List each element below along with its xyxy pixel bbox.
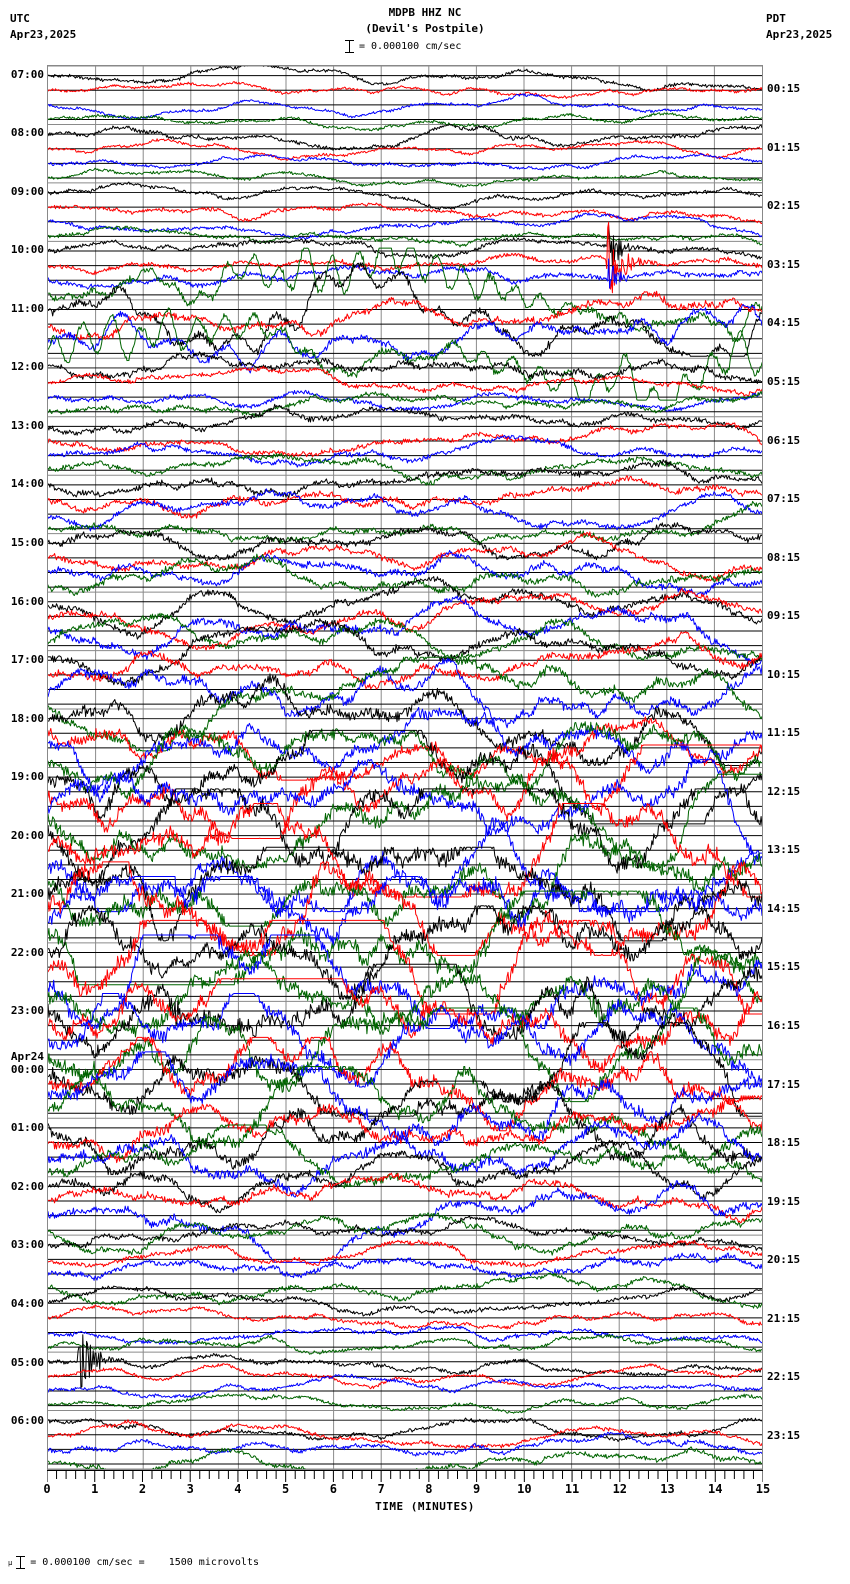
left-time-label: 07:00 xyxy=(10,67,44,81)
amplitude-scale-bar: = 0.000100 cm/sec xyxy=(345,38,461,54)
right-timezone-label: PDT xyxy=(766,12,786,25)
scale-bar-icon xyxy=(345,39,354,53)
right-time-label: 06:15 xyxy=(767,433,801,447)
right-time-axis: 00:15 01:15 02:15 03:15 04:15 05:15 06:15 07:15… xyxy=(767,0,850,1584)
right-time-label: 16:15 xyxy=(767,1018,801,1032)
left-time-label: 10:00 xyxy=(10,243,44,257)
footer-scale-label: = 0.000100 cm/sec = 1500 microvolts xyxy=(30,1557,259,1568)
left-time-label: 09:00 xyxy=(10,184,44,198)
right-time-label: 11:15 xyxy=(767,726,801,740)
right-time-label: 00:15 xyxy=(767,82,801,96)
right-time-label: 22:15 xyxy=(767,1370,801,1384)
x-tick-label: 15 xyxy=(755,1482,771,1496)
x-tick-label: 7 xyxy=(377,1482,385,1496)
seismogram-plot[interactable] xyxy=(47,65,763,1470)
right-time-label: 21:15 xyxy=(767,1311,801,1325)
right-time-label: 15:15 xyxy=(767,960,801,974)
left-time-label: 13:00 xyxy=(10,418,44,432)
left-time-label: 12:00 xyxy=(10,360,44,374)
scale-bar-label: = 0.000100 cm/sec xyxy=(359,40,462,52)
right-time-label: 03:15 xyxy=(767,257,801,271)
right-time-label: 19:15 xyxy=(767,1194,801,1208)
micro-symbol: µ xyxy=(8,1558,13,1567)
station-title: MDPB HHZ NC xyxy=(388,6,462,19)
right-time-label: 01:15 xyxy=(767,140,801,154)
left-time-label: 21:00 xyxy=(10,887,44,901)
right-time-label: 17:15 xyxy=(767,1077,801,1091)
station-subtitle: (Devil's Postpile) xyxy=(365,22,485,35)
left-time-label: 03:00 xyxy=(10,1238,44,1252)
left-time-label: 11:00 xyxy=(10,301,44,315)
left-date-change-label: Apr24 xyxy=(10,1049,44,1063)
x-tick-label: 11 xyxy=(564,1482,580,1496)
right-date-label: Apr23,2025 xyxy=(766,28,833,41)
right-time-label: 13:15 xyxy=(767,843,801,857)
x-tick-label: 14 xyxy=(708,1482,723,1496)
right-time-label: 04:15 xyxy=(767,316,801,330)
left-time-label: 00:00 xyxy=(10,1062,44,1076)
left-time-label: 23:00 xyxy=(10,1004,44,1018)
left-time-label: 04:00 xyxy=(10,1297,44,1311)
left-time-label: 05:00 xyxy=(10,1355,44,1369)
x-tick-label: 6 xyxy=(329,1482,338,1496)
x-axis-title: TIME (MINUTES) xyxy=(375,1500,475,1513)
right-time-label: 09:15 xyxy=(767,609,801,623)
left-time-label: 18:00 xyxy=(10,711,44,725)
right-time-label: 02:15 xyxy=(767,199,801,213)
right-time-label: 10:15 xyxy=(767,667,801,681)
right-time-label: 18:15 xyxy=(767,1136,801,1150)
x-tick-label: 10 xyxy=(517,1482,532,1496)
right-time-label: 08:15 xyxy=(767,550,801,564)
left-time-label: 15:00 xyxy=(10,535,44,549)
left-time-label: 01:00 xyxy=(10,1121,44,1135)
right-time-label: 20:15 xyxy=(767,1253,801,1267)
x-tick-label: 5 xyxy=(282,1482,290,1496)
left-time-label: 14:00 xyxy=(10,477,44,491)
left-time-label: 20:00 xyxy=(10,828,44,842)
left-time-label: 08:00 xyxy=(10,126,44,140)
x-tick-label: 1 xyxy=(91,1482,99,1496)
left-time-label: 19:00 xyxy=(10,770,44,784)
x-tick-label: 13 xyxy=(660,1482,675,1496)
x-tick-label: 12 xyxy=(612,1482,628,1496)
left-time-label: 02:00 xyxy=(10,1179,44,1193)
left-time-label: 22:00 xyxy=(10,945,44,959)
left-time-axis: 07:00 08:00 09:00 10:00 11:00 12:00 13:00 14:00… xyxy=(0,0,44,1584)
footer-scale-note: µ = 0.000100 cm/sec = 1500 microvolts xyxy=(8,1556,259,1569)
x-tick-label: 3 xyxy=(186,1482,194,1496)
x-axis-ticks xyxy=(47,1470,763,1482)
footer-scale-bar-icon xyxy=(16,1556,26,1569)
left-timezone-label: UTC xyxy=(10,12,30,25)
x-tick-label: 0 xyxy=(43,1482,51,1496)
right-time-label: 12:15 xyxy=(767,784,801,798)
left-date-label: Apr23,2025 xyxy=(10,28,77,41)
x-tick-label: 8 xyxy=(425,1482,433,1496)
seismic-traces xyxy=(48,66,762,1469)
left-time-label: 06:00 xyxy=(10,1414,44,1428)
left-time-label: 17:00 xyxy=(10,653,44,667)
x-tick-label: 2 xyxy=(138,1482,147,1496)
x-axis-tick-labels: 0 1 2 3 4 5 6 7 8 9 10 11 12 13 14 15 xyxy=(0,1482,850,1498)
right-time-label: 14:15 xyxy=(767,901,801,915)
right-time-label: 05:15 xyxy=(767,375,801,388)
x-tick-label: 9 xyxy=(472,1482,481,1496)
x-tick-label: 4 xyxy=(234,1482,242,1496)
left-time-label: 16:00 xyxy=(10,594,44,608)
right-time-label: 07:15 xyxy=(767,492,801,506)
right-time-label: 23:15 xyxy=(767,1428,801,1442)
